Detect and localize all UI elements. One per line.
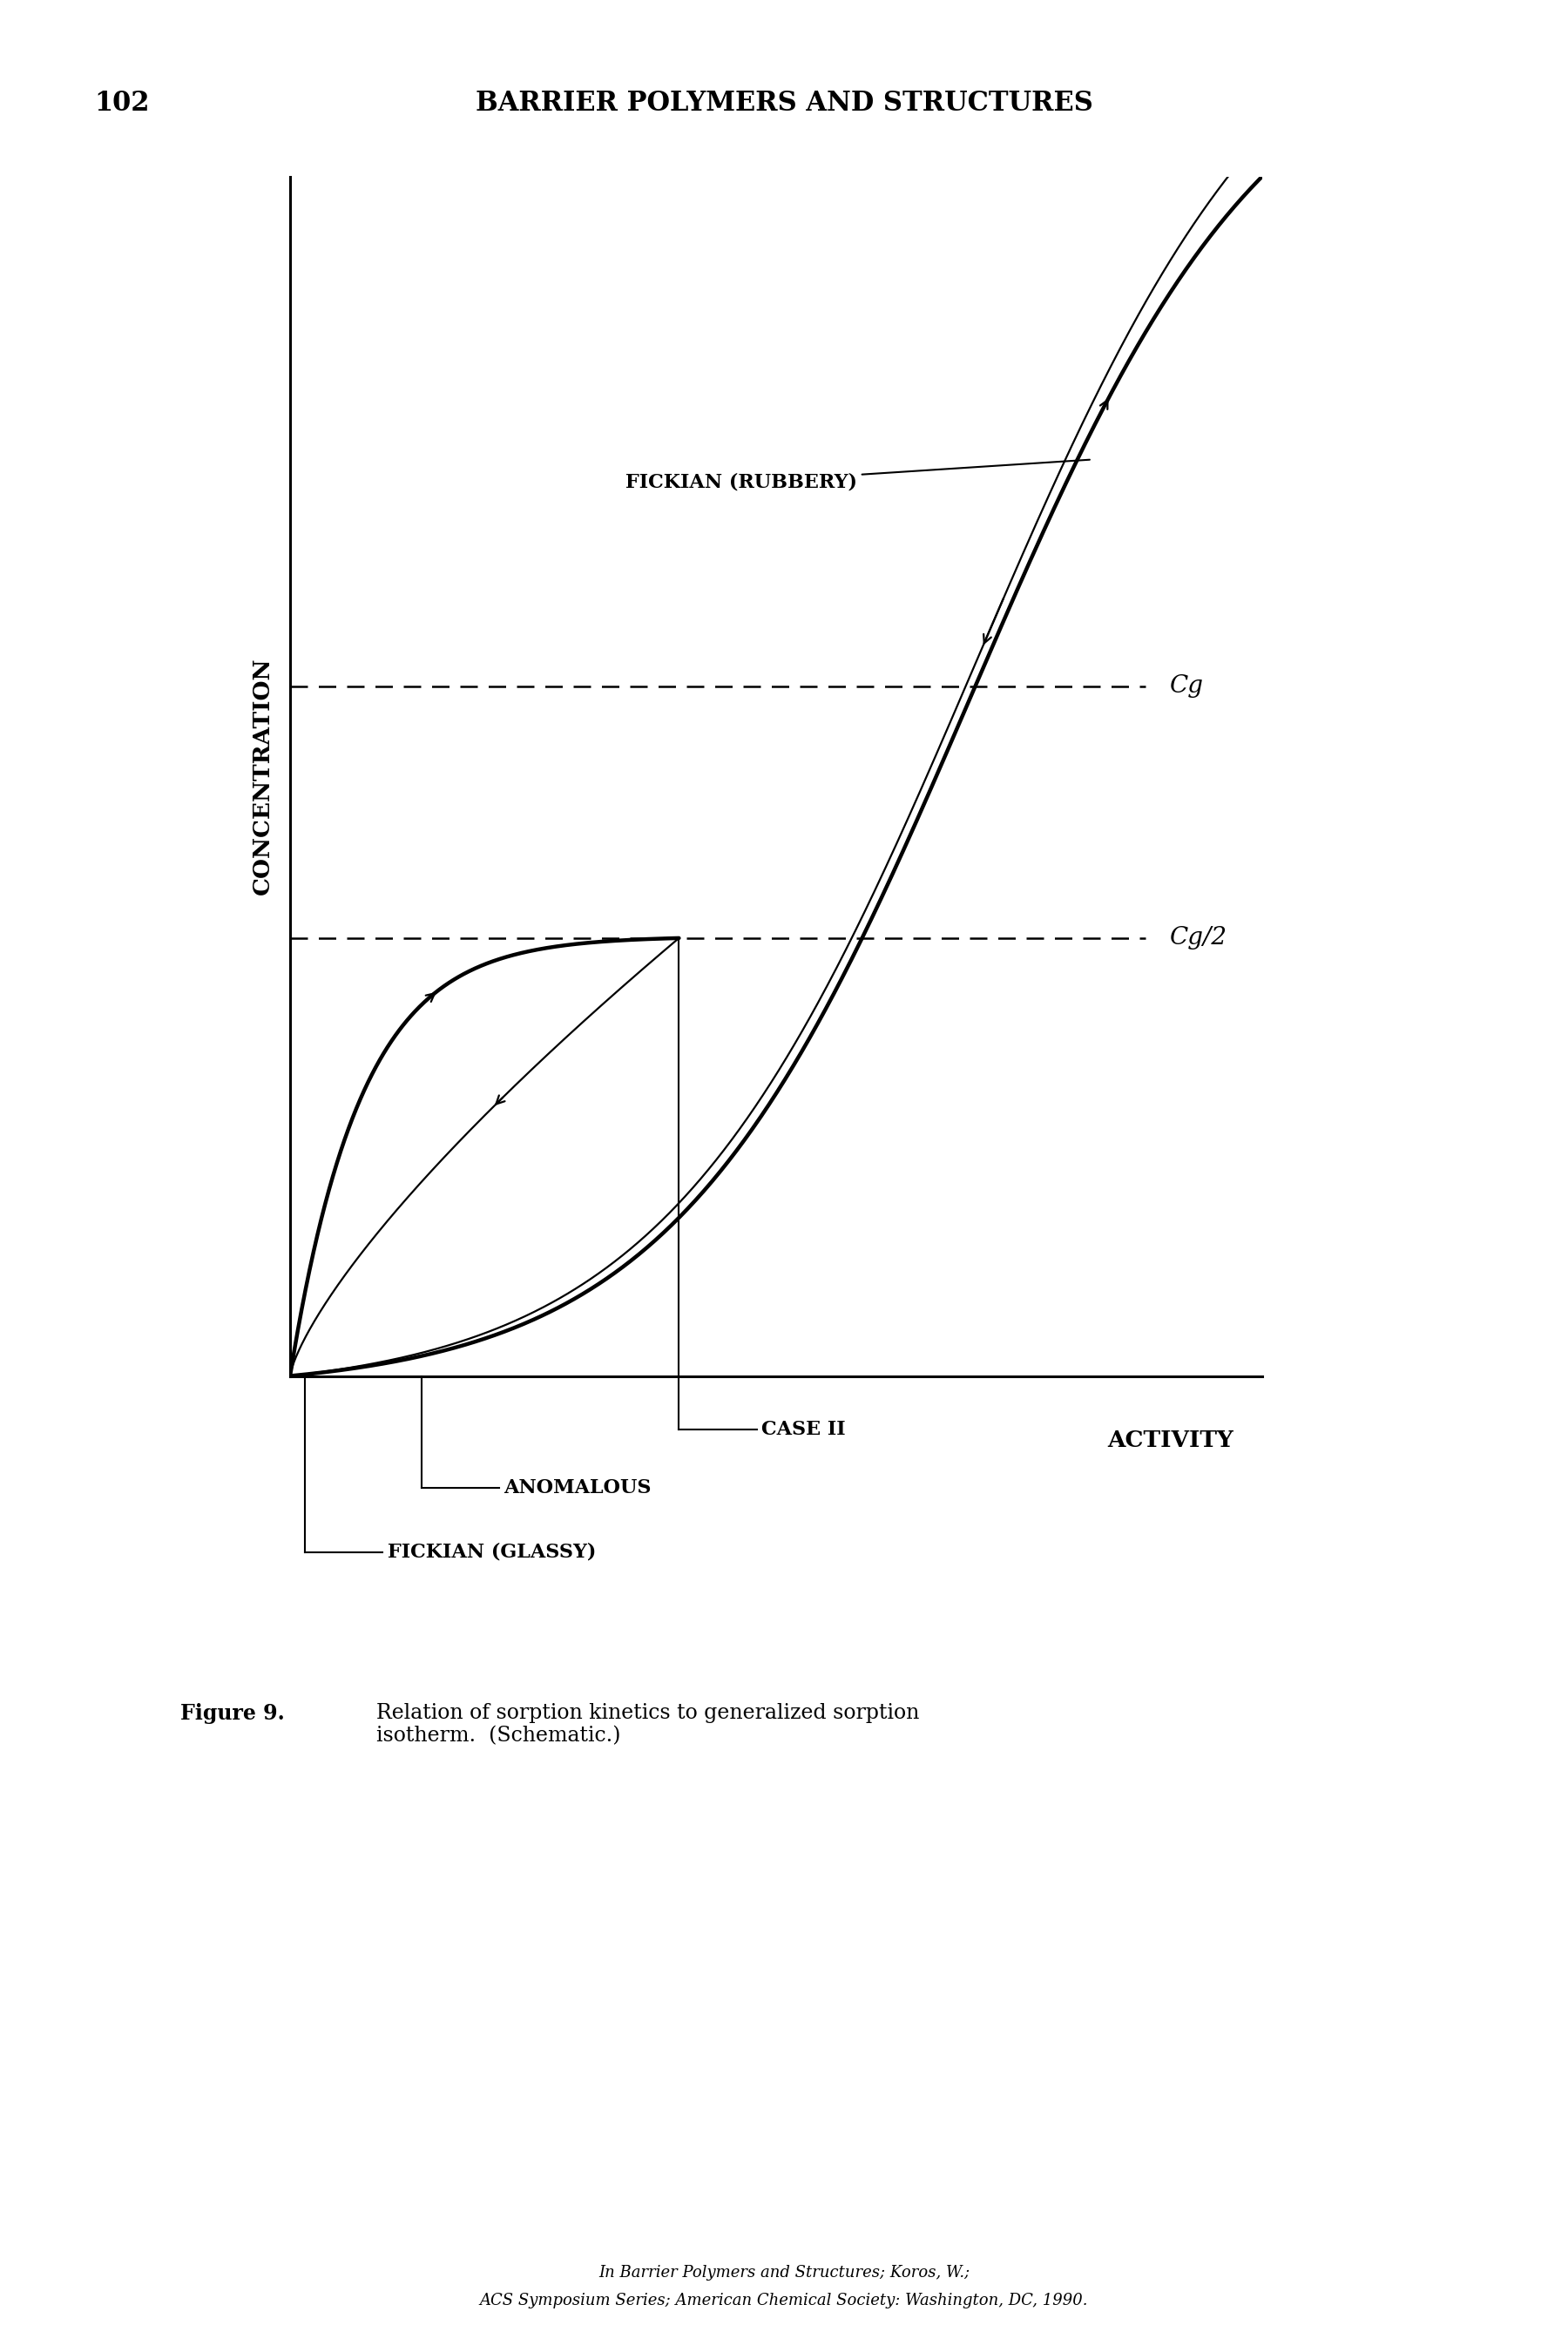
- Text: CASE II: CASE II: [762, 1421, 845, 1439]
- Text: FICKIAN (RUBBERY): FICKIAN (RUBBERY): [626, 459, 1090, 492]
- Text: 102: 102: [94, 89, 149, 115]
- Text: Relation of sorption kinetics to generalized sorption
isotherm.  (Schematic.): Relation of sorption kinetics to general…: [376, 1703, 919, 1745]
- Y-axis label: CONCENTRATION: CONCENTRATION: [251, 659, 273, 894]
- Text: Cg/2: Cg/2: [1170, 927, 1228, 950]
- Text: Figure 9.: Figure 9.: [180, 1703, 285, 1724]
- Text: In Barrier Polymers and Structures; Koros, W.;: In Barrier Polymers and Structures; Koro…: [599, 2265, 969, 2279]
- Text: BARRIER POLYMERS AND STRUCTURES: BARRIER POLYMERS AND STRUCTURES: [475, 89, 1093, 115]
- Text: FICKIAN (GLASSY): FICKIAN (GLASSY): [387, 1543, 596, 1562]
- Text: ANOMALOUS: ANOMALOUS: [503, 1477, 652, 1498]
- Text: ACTIVITY: ACTIVITY: [1107, 1430, 1232, 1451]
- Text: ACS Symposium Series; American Chemical Society: Washington, DC, 1990.: ACS Symposium Series; American Chemical …: [480, 2293, 1088, 2307]
- Text: Cg: Cg: [1170, 675, 1204, 699]
